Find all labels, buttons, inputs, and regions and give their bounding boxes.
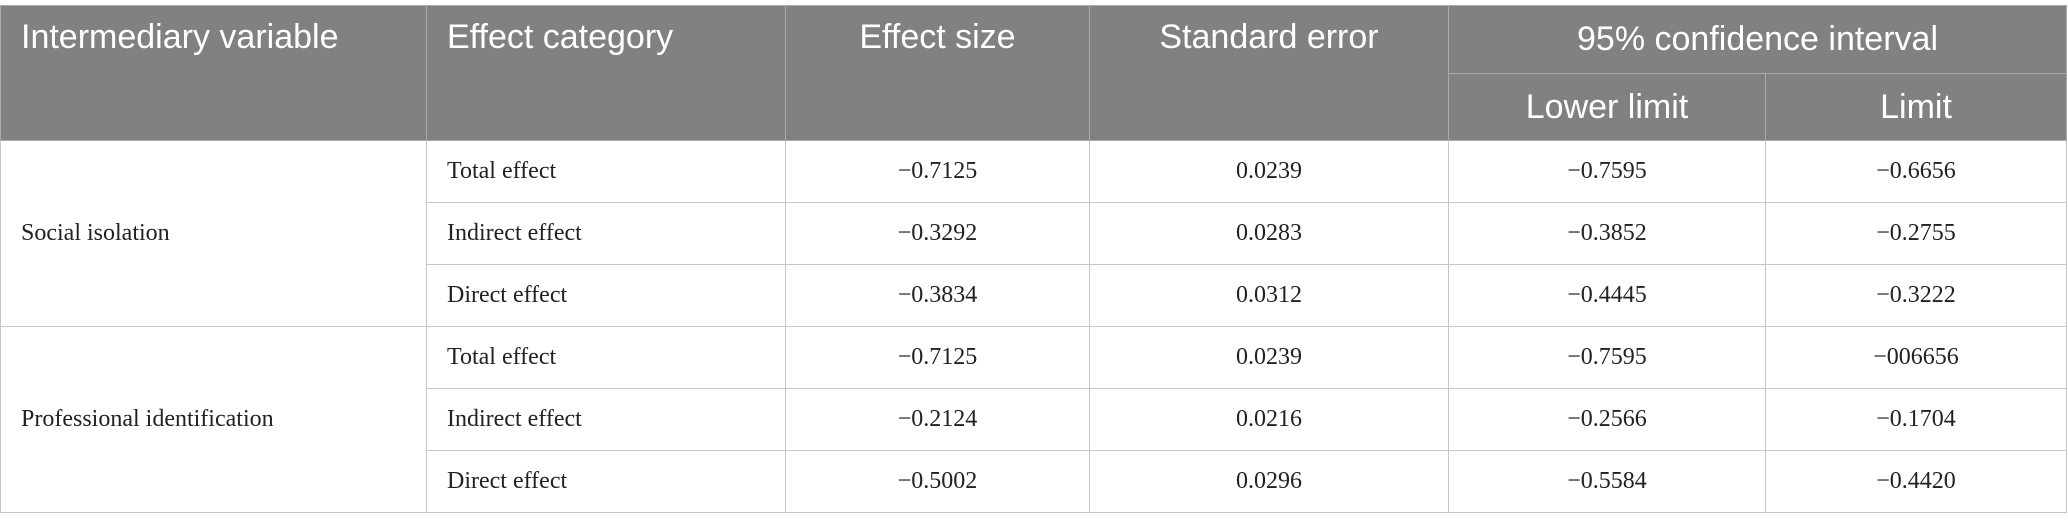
value-cell: 0.0239 (1089, 140, 1449, 203)
value-cell: −0.5584 (1448, 450, 1766, 513)
value-cell: −0.7125 (785, 140, 1090, 203)
value-cell: −0.1704 (1764, 388, 2068, 451)
header-group: 95% confidence interval (1447, 5, 2068, 74)
results-table: Intermediary variable Effect category Ef… (0, 5, 2068, 513)
table-row: Direct effect −0.3834 0.0312 −0.4445 −0.3222 (1, 264, 2068, 327)
effect-category-cell: Total effect (426, 140, 786, 203)
effect-category-cell: Total effect (426, 326, 786, 389)
header-cell: Effect category (426, 5, 786, 141)
value-cell: −0.3852 (1448, 202, 1766, 265)
effect-category-cell: Indirect effect (426, 388, 786, 451)
header-cell: Effect size (785, 5, 1090, 141)
header-cell: Standard error (1089, 5, 1449, 141)
value-cell: −0.4420 (1764, 450, 2068, 513)
variable-cell: Social isolation (0, 140, 427, 327)
value-cell: −0.5002 (785, 450, 1090, 513)
value-cell: 0.0239 (1089, 326, 1449, 389)
value-cell: −0.3834 (785, 264, 1090, 327)
header-cell: Intermediary variable (0, 5, 427, 141)
variable-cell: Professional identification (0, 326, 427, 513)
value-cell: −006656 (1764, 326, 2068, 389)
value-cell: −0.6656 (1764, 140, 2068, 203)
value-cell: 0.0296 (1089, 450, 1449, 513)
value-cell: −0.7595 (1448, 140, 1766, 203)
header-cell: Limit (1764, 73, 2068, 141)
effect-category-cell: Direct effect (426, 450, 786, 513)
table-row: Direct effect −0.5002 0.0296 −0.5584 −0.4420 (1, 450, 2068, 513)
value-cell: −0.2755 (1764, 202, 2068, 265)
table-row: Social isolation Total effect −0.7125 0.023… (0, 140, 2068, 327)
value-cell: −0.2124 (785, 388, 1090, 451)
table-header: Intermediary variable Effect category Ef… (0, 5, 2068, 141)
value-cell: −0.4445 (1448, 264, 1766, 327)
effect-category-cell: Direct effect (426, 264, 786, 327)
value-cell: 0.0312 (1089, 264, 1449, 327)
value-cell: −0.7595 (1448, 326, 1766, 389)
value-cell: −0.2566 (1448, 388, 1766, 451)
value-cell: −0.7125 (785, 326, 1090, 389)
effect-category-cell: Indirect effect (426, 202, 786, 265)
table-row: Professional identification Total effect −… (0, 326, 2068, 513)
table-row: Indirect effect −0.2124 0.0216 −0.2566 −0.17… (1, 388, 2068, 451)
value-cell: −0.3222 (1764, 264, 2068, 327)
value-cell: 0.0216 (1089, 388, 1449, 451)
table-body: Social isolation Total effect −0.7125 0.023… (0, 140, 2068, 513)
header-cell: Lower limit (1448, 73, 1766, 141)
value-cell: −0.3292 (785, 202, 1090, 265)
value-cell: 0.0283 (1089, 202, 1449, 265)
